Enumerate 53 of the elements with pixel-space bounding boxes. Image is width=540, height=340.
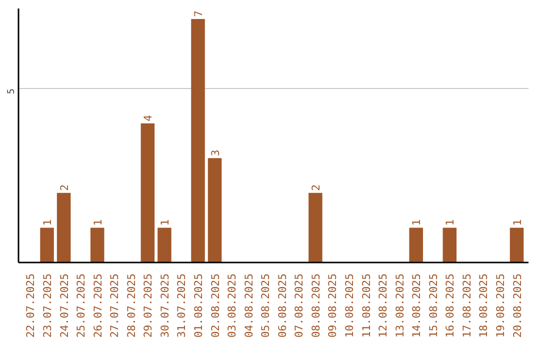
x-tick-label: 13.08.2025	[393, 274, 406, 338]
x-tick-label: 09.08.2025	[326, 274, 340, 338]
x-tick-label: 12.08.2025	[376, 274, 390, 338]
data-label: 2	[58, 184, 71, 191]
x-tick-label: 20.08.2025	[510, 274, 524, 338]
data-label: 1	[91, 219, 104, 226]
x-tick-label: 11.08.2025	[360, 274, 373, 338]
bar	[40, 228, 54, 262]
x-tick-label: 22.07.2025	[24, 274, 38, 338]
x-tick-label: 03.08.2025	[226, 274, 239, 338]
data-label: 1	[41, 219, 54, 226]
x-tick-label: 04.08.2025	[242, 274, 256, 338]
bar	[510, 228, 524, 262]
bar	[90, 228, 104, 262]
x-tick-label: 07.08.2025	[292, 274, 306, 338]
y-tick-label: 5	[6, 88, 17, 94]
data-label: 7	[192, 10, 206, 17]
bar	[308, 192, 322, 262]
bar	[409, 228, 423, 262]
x-tick-label: 16.08.2025	[444, 274, 457, 338]
x-tick-label: 18.08.2025	[477, 274, 490, 338]
x-tick-label: 02.08.2025	[208, 274, 222, 338]
data-label: 1	[158, 219, 172, 226]
x-tick-label: 26.07.2025	[91, 274, 104, 338]
bar	[158, 228, 172, 262]
x-tick-label: 01.08.2025	[192, 274, 206, 338]
x-tick-label: 10.08.2025	[342, 274, 356, 338]
x-tick-label: 15.08.2025	[426, 274, 440, 338]
x-tick-label: 29.07.2025	[142, 274, 155, 338]
x-tick-label: 05.08.2025	[259, 274, 272, 338]
x-tick-label: 08.08.2025	[309, 274, 322, 338]
bar	[191, 18, 205, 262]
bar	[56, 192, 71, 262]
x-tick-label: 30.07.2025	[158, 274, 172, 338]
x-tick-label: 31.07.2025	[175, 274, 188, 338]
x-tick-label: 24.07.2025	[58, 274, 71, 338]
data-label: 4	[142, 114, 155, 122]
x-tick-label: 19.08.2025	[494, 274, 507, 338]
bar	[442, 228, 457, 262]
x-tick-label: 28.07.2025	[124, 274, 138, 338]
data-label: 1	[510, 219, 524, 226]
data-label: 1	[410, 219, 424, 226]
data-label: 1	[444, 219, 457, 226]
x-tick-label: 06.08.2025	[276, 274, 289, 338]
x-tick-label: 25.07.2025	[74, 274, 88, 338]
x-tick-label: 14.08.2025	[410, 274, 424, 338]
data-label: 2	[309, 184, 322, 191]
x-tick-label: 17.08.2025	[460, 274, 474, 338]
x-tick-label: 23.07.2025	[41, 274, 54, 338]
bar	[208, 158, 222, 262]
data-label: 3	[208, 150, 222, 156]
bar	[140, 123, 155, 262]
x-tick-label: 27.07.2025	[108, 274, 122, 338]
